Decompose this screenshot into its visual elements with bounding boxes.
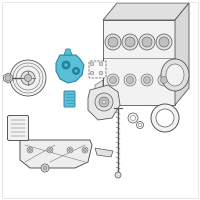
Circle shape	[156, 109, 174, 127]
Polygon shape	[95, 148, 113, 157]
Circle shape	[127, 76, 134, 84]
Circle shape	[125, 37, 135, 47]
Circle shape	[47, 147, 53, 153]
Circle shape	[95, 93, 113, 111]
Circle shape	[99, 71, 103, 75]
Circle shape	[108, 37, 118, 47]
Circle shape	[107, 74, 119, 86]
Circle shape	[138, 123, 142, 127]
Circle shape	[67, 147, 73, 153]
Circle shape	[159, 37, 169, 47]
Circle shape	[21, 71, 35, 85]
Circle shape	[90, 71, 94, 75]
Circle shape	[151, 104, 179, 132]
Circle shape	[90, 62, 94, 66]
Circle shape	[110, 76, 116, 84]
Polygon shape	[20, 140, 92, 168]
FancyBboxPatch shape	[64, 91, 75, 107]
Polygon shape	[64, 49, 72, 55]
Circle shape	[160, 76, 168, 84]
Circle shape	[139, 34, 155, 50]
Ellipse shape	[161, 59, 189, 91]
Circle shape	[141, 74, 153, 86]
Circle shape	[130, 116, 136, 120]
Circle shape	[10, 60, 46, 96]
Circle shape	[72, 68, 80, 74]
Circle shape	[48, 148, 52, 152]
Circle shape	[68, 148, 72, 152]
Circle shape	[41, 164, 49, 172]
Polygon shape	[4, 73, 12, 83]
Circle shape	[82, 147, 88, 153]
Circle shape	[99, 62, 103, 66]
Circle shape	[124, 74, 136, 86]
Polygon shape	[95, 80, 103, 105]
Circle shape	[105, 34, 121, 50]
FancyBboxPatch shape	[8, 116, 29, 140]
Circle shape	[142, 37, 152, 47]
Circle shape	[136, 121, 144, 129]
Polygon shape	[175, 3, 189, 105]
Polygon shape	[103, 3, 189, 20]
FancyBboxPatch shape	[89, 61, 106, 78]
Circle shape	[156, 34, 172, 50]
Circle shape	[122, 34, 138, 50]
Circle shape	[24, 74, 32, 82]
Polygon shape	[56, 55, 84, 83]
Ellipse shape	[166, 64, 184, 86]
Circle shape	[74, 69, 78, 73]
Circle shape	[102, 100, 106, 104]
Circle shape	[64, 63, 68, 67]
Polygon shape	[103, 20, 175, 105]
Circle shape	[29, 148, 32, 152]
Circle shape	[115, 172, 121, 178]
Circle shape	[5, 75, 11, 81]
Circle shape	[84, 148, 86, 152]
Polygon shape	[88, 85, 120, 120]
Circle shape	[144, 76, 151, 84]
Circle shape	[27, 147, 33, 153]
Circle shape	[128, 113, 138, 123]
Circle shape	[62, 61, 70, 69]
Circle shape	[158, 74, 170, 86]
Circle shape	[99, 97, 109, 107]
Circle shape	[43, 166, 47, 170]
